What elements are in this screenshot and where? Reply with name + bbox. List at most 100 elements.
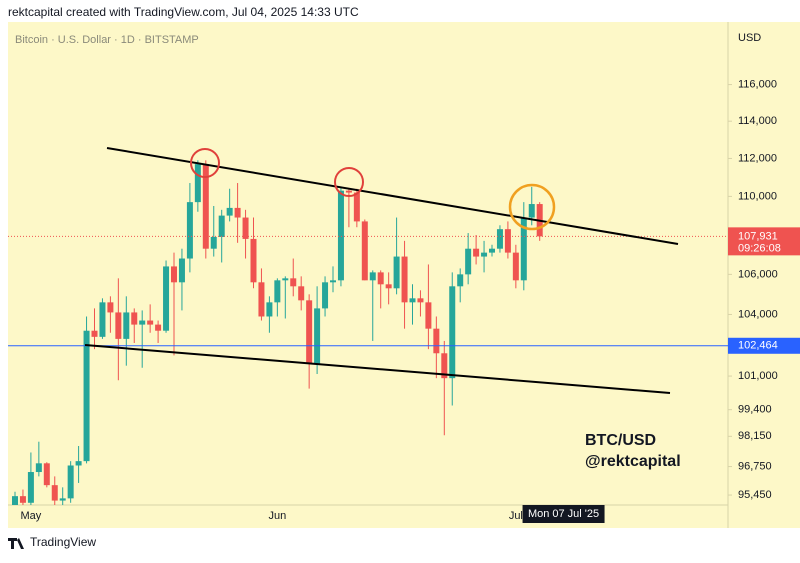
candle-body	[425, 302, 432, 329]
candle-body	[465, 248, 472, 275]
candle-body	[147, 320, 154, 325]
candle-body	[234, 207, 241, 218]
candle-body	[520, 217, 527, 281]
candle-body	[417, 298, 424, 303]
candle-body	[163, 266, 170, 331]
candle-body	[155, 324, 162, 331]
x-tick-label: Jul	[509, 510, 523, 522]
footer-logo	[8, 538, 24, 549]
red-circle	[190, 148, 220, 178]
annotations	[84, 147, 679, 394]
candle-body	[441, 353, 448, 379]
countdown: 09:26:08	[738, 242, 781, 254]
candle-body	[337, 190, 344, 281]
candle-body	[194, 164, 201, 203]
candle-body	[67, 465, 74, 499]
currency: USD	[738, 32, 761, 44]
footer: TradingView	[30, 535, 96, 549]
candle-body	[322, 282, 329, 309]
header: rektcapital created with TradingView.com…	[8, 5, 359, 19]
y-tick-label: 95,450	[738, 489, 772, 501]
candle-body	[178, 258, 185, 283]
y-tick-label: 96,750	[738, 460, 772, 472]
x-tick-label: May	[21, 510, 42, 522]
candle-body	[186, 202, 193, 259]
candle-body	[250, 238, 257, 283]
candle-body	[306, 300, 313, 364]
candle-body	[91, 330, 98, 337]
candle-body	[496, 229, 503, 249]
legend: Bitcoin · U.S. Dollar · 1D · BITSTAMP	[15, 34, 199, 46]
axes: 116,000 114,000 112,000 110,000 106,000 104,0…	[21, 78, 800, 523]
candle-body	[481, 252, 488, 257]
candle-body	[99, 302, 106, 337]
y-tick-label: 98,150	[738, 430, 772, 442]
last-price-bg	[728, 227, 800, 256]
candle-body	[27, 472, 34, 503]
candle-body	[258, 282, 265, 317]
crosshair-bg	[522, 505, 605, 523]
candle-body	[43, 463, 50, 486]
candle-body	[504, 229, 511, 253]
orange-circle	[508, 183, 556, 231]
candle-body	[298, 286, 305, 301]
red-circle	[334, 167, 364, 197]
candle-body	[377, 272, 384, 285]
ref-label-bg	[728, 337, 800, 354]
last-price-label: 107,931	[738, 230, 778, 242]
candle-body	[409, 298, 416, 303]
candle-body	[115, 312, 122, 339]
candle-body	[131, 312, 138, 325]
y-tick-label: 114,000	[738, 115, 777, 127]
candle-body	[393, 256, 400, 289]
candle-body	[353, 192, 360, 222]
candle-body	[59, 498, 66, 501]
candle-body	[75, 461, 82, 466]
candle-body	[171, 266, 177, 283]
candle-body	[528, 204, 535, 218]
y-tick-label: 106,000	[738, 268, 778, 280]
candle-body	[19, 496, 26, 503]
ref-label: 102,464	[738, 340, 778, 352]
candle-body	[282, 278, 289, 281]
y-tick-label: 116,000	[738, 78, 777, 90]
y-tick-label: 110,000	[738, 190, 777, 202]
candle-body	[210, 236, 217, 249]
candle-body	[139, 320, 146, 325]
candle-body	[12, 496, 18, 505]
candle-body	[314, 308, 321, 364]
candle-body	[433, 328, 440, 354]
candle-body	[512, 252, 519, 281]
candle-body	[369, 272, 376, 281]
y-tick-label: 99,400	[738, 404, 772, 416]
upper-trendline	[106, 147, 679, 245]
watermark: BTC/USD	[585, 432, 656, 449]
plot	[8, 160, 728, 505]
candle-body	[123, 312, 130, 339]
candle-body	[361, 221, 368, 281]
candle-body	[385, 284, 392, 289]
candle-body	[449, 286, 456, 379]
candle-body	[473, 248, 480, 257]
x-tick-label: Jun	[268, 510, 286, 522]
candle-body	[226, 207, 233, 216]
y-tick-label: 101,000	[738, 370, 778, 382]
lower-trendline	[84, 344, 671, 394]
candle-body	[242, 217, 249, 239]
y-tick-label: 104,000	[738, 308, 778, 320]
candle-body	[457, 274, 464, 287]
y-tick-label: 112,000	[738, 152, 777, 164]
candle-body	[83, 330, 90, 462]
candle-body	[401, 256, 408, 303]
crosshair-label: Mon 07 Jul '25	[528, 508, 599, 520]
candle-body	[330, 280, 336, 283]
candle-body	[274, 280, 281, 303]
candle-body	[290, 278, 297, 287]
candle-body	[266, 302, 273, 317]
candle-body	[107, 302, 114, 313]
candle-body	[489, 248, 495, 253]
watermark: @rektcapital	[585, 453, 681, 470]
candle-body	[35, 463, 42, 473]
candle-body	[218, 215, 225, 237]
